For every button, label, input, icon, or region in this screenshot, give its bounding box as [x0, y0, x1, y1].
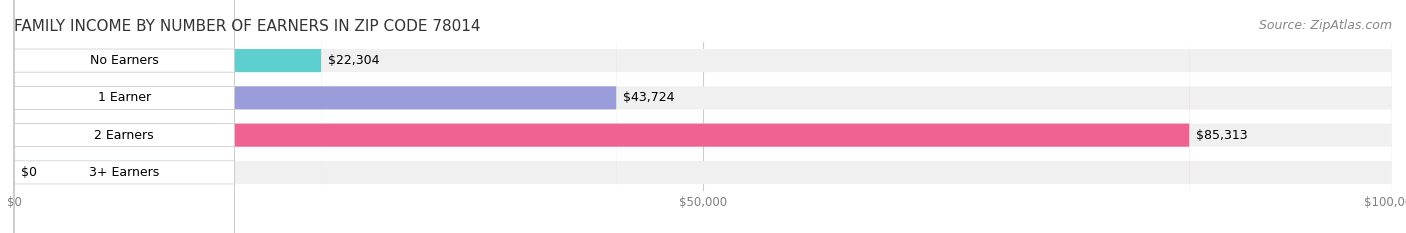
FancyBboxPatch shape: [14, 0, 235, 233]
Text: $22,304: $22,304: [328, 54, 380, 67]
FancyBboxPatch shape: [14, 0, 616, 233]
FancyBboxPatch shape: [14, 0, 1392, 233]
Text: $43,724: $43,724: [623, 91, 675, 104]
FancyBboxPatch shape: [14, 0, 1392, 233]
Text: $0: $0: [21, 166, 37, 179]
Text: $85,313: $85,313: [1197, 129, 1249, 142]
FancyBboxPatch shape: [14, 0, 1392, 233]
FancyBboxPatch shape: [14, 0, 235, 233]
FancyBboxPatch shape: [14, 0, 322, 233]
Text: FAMILY INCOME BY NUMBER OF EARNERS IN ZIP CODE 78014: FAMILY INCOME BY NUMBER OF EARNERS IN ZI…: [14, 19, 481, 34]
Text: 1 Earner: 1 Earner: [98, 91, 150, 104]
FancyBboxPatch shape: [14, 0, 235, 233]
FancyBboxPatch shape: [14, 0, 235, 233]
FancyBboxPatch shape: [14, 0, 1392, 233]
Text: 2 Earners: 2 Earners: [94, 129, 155, 142]
Text: 3+ Earners: 3+ Earners: [89, 166, 159, 179]
Text: Source: ZipAtlas.com: Source: ZipAtlas.com: [1258, 19, 1392, 32]
FancyBboxPatch shape: [14, 0, 1189, 233]
Text: No Earners: No Earners: [90, 54, 159, 67]
